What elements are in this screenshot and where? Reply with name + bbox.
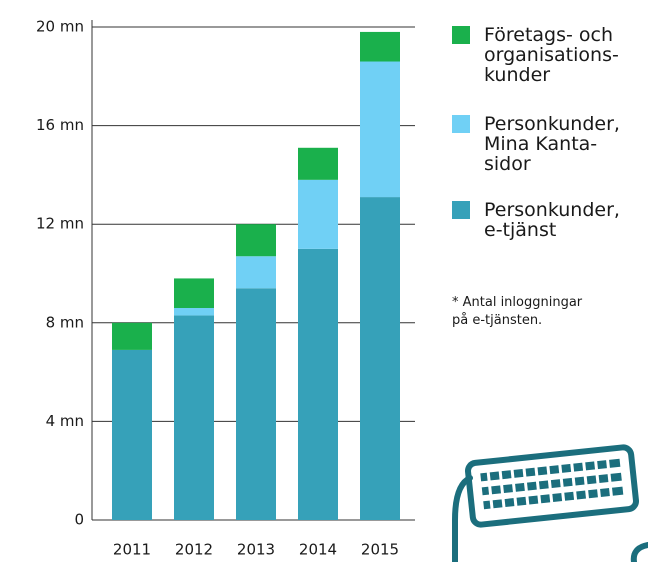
x-tick-label: 2012 — [175, 541, 213, 559]
y-tick-label: 16 mn — [36, 116, 84, 134]
footnote: * Antal inloggningar på e-tjänsten. — [452, 295, 583, 328]
bar-segment — [298, 147, 338, 180]
bar-segment — [174, 315, 214, 520]
y-tick-label: 8 mn — [46, 313, 84, 331]
x-tick-label: 2014 — [299, 541, 337, 559]
x-tick-label: 2013 — [237, 541, 275, 559]
bar-segment — [174, 308, 214, 316]
legend-label: Personkunder, e-tjänst — [484, 199, 620, 241]
legend-swatch — [452, 201, 470, 219]
bar-segment — [298, 248, 338, 520]
bar-segment — [174, 278, 214, 309]
bar-segment — [298, 179, 338, 249]
keyboard-icon — [452, 444, 648, 562]
bar-segment — [112, 322, 152, 350]
legend-swatch — [452, 26, 470, 44]
bar-segment — [360, 197, 400, 520]
bar-segment — [236, 256, 276, 289]
bar-segment — [112, 349, 152, 520]
y-tick-label: 0 — [74, 511, 84, 529]
bar-segment — [236, 224, 276, 257]
legend-swatch — [452, 115, 470, 133]
bar-segment — [360, 61, 400, 198]
y-tick-label: 12 mn — [36, 215, 84, 233]
bar-segment — [360, 31, 400, 62]
y-tick-label: 20 mn — [36, 18, 84, 36]
y-tick-label: 4 mn — [46, 412, 84, 430]
bar-segment — [236, 288, 276, 520]
legend-label: Personkunder, Mina Kanta-sidor — [484, 113, 620, 175]
legend-label: Företags- och organisations-kunder — [484, 24, 619, 86]
x-tick-label: 2015 — [361, 541, 399, 559]
x-tick-label: 2011 — [113, 541, 151, 559]
